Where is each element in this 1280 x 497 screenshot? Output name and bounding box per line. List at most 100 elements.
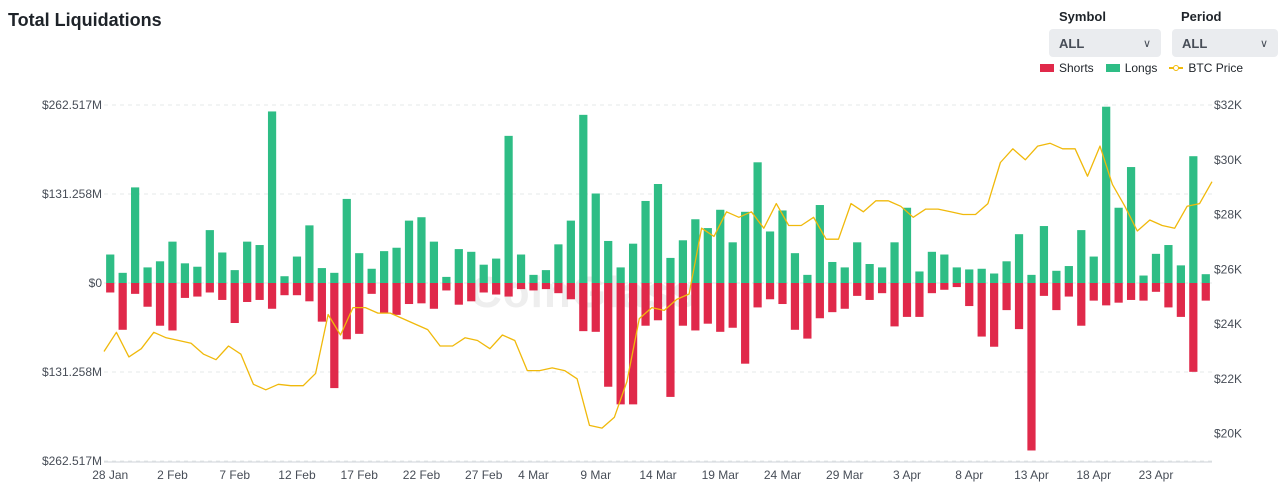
longs-bar	[815, 205, 824, 283]
period-value: ALL	[1182, 35, 1208, 51]
shorts-bar	[840, 283, 849, 309]
shorts-bar	[877, 283, 887, 294]
longs-bar	[1077, 230, 1086, 283]
shorts-bar	[691, 283, 700, 331]
shorts-bar	[579, 283, 588, 332]
shorts-bar	[392, 283, 401, 315]
longs-bar	[1139, 275, 1148, 283]
longs-bar	[566, 220, 575, 283]
shorts-bar	[728, 283, 737, 328]
shorts-bar	[417, 283, 426, 304]
longs-bar	[504, 135, 513, 283]
legend-item-longs[interactable]: Longs	[1105, 61, 1158, 75]
longs-bar	[1027, 274, 1036, 283]
shorts-bar	[1014, 283, 1024, 330]
x-tick-label: 3 Apr	[893, 468, 921, 482]
longs-bar	[877, 267, 887, 283]
longs-bar	[342, 198, 351, 283]
shorts-bar	[952, 283, 961, 288]
shorts-bar	[1126, 283, 1136, 300]
chart-legend: Shorts Longs BTC Price	[1040, 61, 1255, 75]
shorts-bar	[865, 283, 874, 300]
shorts-bar	[429, 283, 439, 309]
shorts-bar	[155, 283, 165, 326]
shorts-bar	[479, 283, 488, 293]
longs-bar	[716, 209, 725, 283]
shorts-bar	[1189, 283, 1198, 372]
longs-bar	[168, 241, 177, 283]
longs-bar	[392, 247, 401, 283]
longs-bar	[828, 261, 837, 283]
longs-bar	[267, 111, 277, 283]
x-tick-label: 18 Apr	[1076, 468, 1111, 482]
shorts-bar	[380, 283, 389, 314]
longs-bar	[990, 273, 999, 283]
shorts-bar	[902, 283, 912, 317]
longs-bar	[616, 267, 625, 283]
longs-bar	[118, 272, 127, 283]
symbol-select[interactable]: ALL ∨	[1049, 29, 1161, 57]
longs-bar	[778, 210, 787, 283]
longs-bar	[691, 219, 700, 283]
shorts-bar	[230, 283, 239, 324]
shorts-bar	[915, 283, 924, 317]
shorts-bar	[218, 283, 227, 300]
longs-bar	[355, 253, 364, 283]
shorts-bar	[305, 283, 314, 302]
longs-bar	[741, 211, 750, 283]
shorts-bar	[243, 283, 252, 302]
longs-bar	[429, 241, 439, 283]
shorts-bar	[641, 283, 650, 326]
longs-bar	[952, 267, 961, 283]
legend-item-btc-price[interactable]: BTC Price	[1169, 61, 1243, 75]
shorts-bar	[1064, 283, 1073, 297]
shorts-bar	[1151, 283, 1161, 292]
shorts-bar	[1164, 283, 1173, 308]
shorts-bar	[566, 283, 575, 300]
shorts-bar	[678, 283, 688, 326]
legend-item-shorts[interactable]: Shorts	[1040, 61, 1094, 75]
longs-bar	[1201, 274, 1210, 283]
longs-bar	[803, 274, 812, 283]
shorts-bar	[753, 283, 762, 308]
shorts-bar	[168, 283, 177, 331]
shorts-bar	[516, 283, 526, 290]
x-tick-label: 22 Feb	[403, 468, 441, 482]
longs-bar	[628, 243, 638, 283]
shorts-bar	[666, 283, 675, 397]
longs-bar	[1164, 245, 1173, 283]
shorts-bar	[131, 283, 140, 294]
shorts-bar	[541, 283, 551, 290]
shorts-bar	[267, 283, 277, 309]
legend-label: Longs	[1124, 61, 1158, 75]
longs-bar	[1052, 270, 1061, 283]
shorts-bar	[330, 283, 339, 389]
longs-bar	[927, 251, 936, 283]
shorts-bar	[790, 283, 800, 330]
longs-bar	[541, 270, 551, 283]
period-select[interactable]: ALL ∨	[1172, 29, 1278, 57]
x-tick-label: 19 Mar	[702, 468, 739, 482]
btc-price-line	[103, 142, 1213, 429]
shorts-bar	[653, 283, 663, 321]
shorts-bar	[853, 283, 862, 296]
shorts-bar	[604, 283, 613, 387]
longs-bar	[205, 230, 214, 283]
btc-price-swatch	[1169, 64, 1184, 72]
chevron-down-icon: ∨	[1142, 37, 1151, 50]
shorts-bar	[628, 283, 638, 405]
longs-swatch	[1105, 64, 1120, 72]
longs-bar	[1176, 265, 1185, 283]
shorts-bar	[180, 283, 190, 298]
longs-bar	[218, 252, 227, 283]
x-tick-label: 28 Jan	[92, 468, 128, 482]
longs-bar	[1114, 207, 1123, 283]
longs-bar	[1014, 234, 1024, 283]
shorts-bar	[741, 283, 750, 364]
longs-bar	[790, 253, 800, 283]
longs-bar	[529, 274, 538, 283]
chevron-down-icon: ∨	[1259, 37, 1268, 50]
shorts-bar	[1027, 283, 1036, 451]
shorts-bar	[1201, 283, 1210, 301]
